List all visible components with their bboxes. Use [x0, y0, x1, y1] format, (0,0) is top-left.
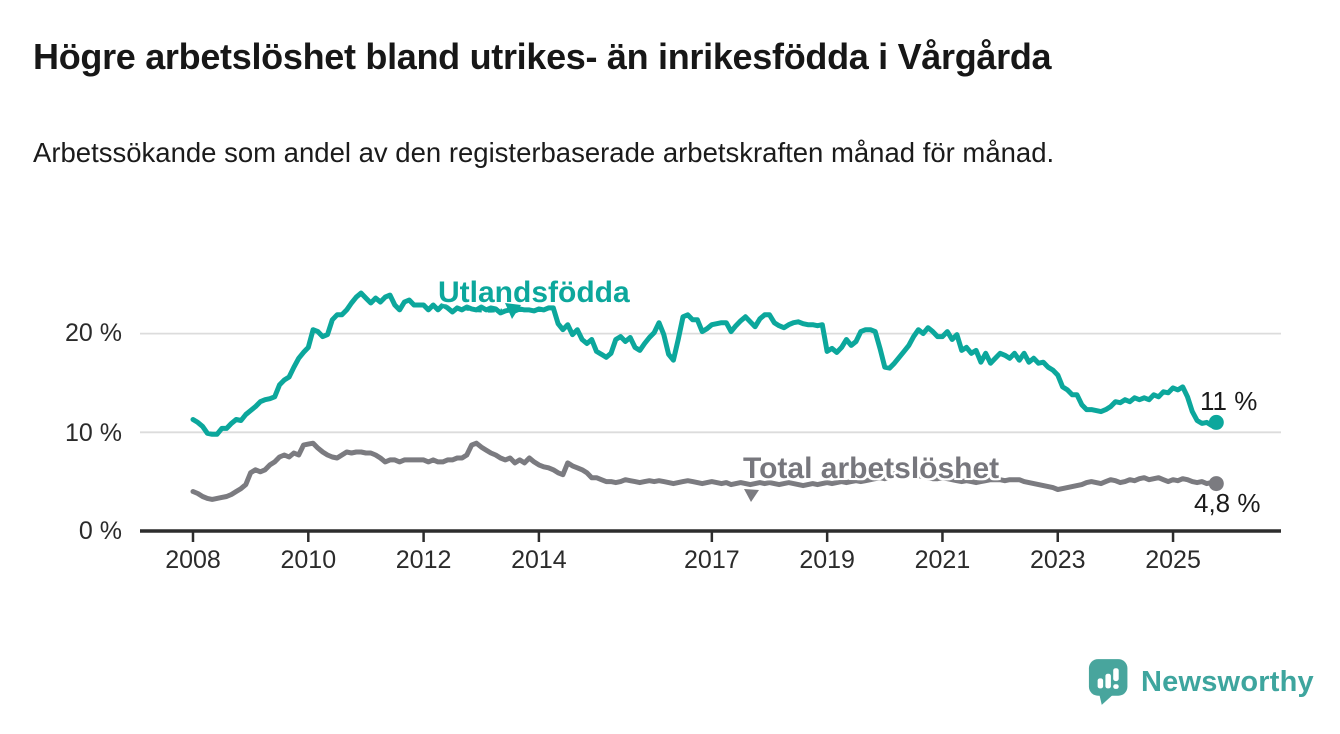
- series-label-utlandsfodda: Utlandsfödda: [438, 276, 630, 309]
- y-tick-label-0: 0 %: [78, 517, 122, 545]
- x-tick-label: 2023: [1029, 546, 1086, 574]
- series-label-total-arbetsloshet: Total arbetslöshet: [743, 452, 1000, 485]
- series-end-dot-0: [1208, 414, 1224, 430]
- x-tick-label: 2014: [511, 546, 567, 574]
- x-tick-label: 2010: [280, 546, 337, 574]
- end-value-total-arbetsloshet: 4,8 %: [1194, 488, 1261, 518]
- total-arrowhead: [744, 489, 759, 502]
- x-tick-label: 2008: [165, 546, 221, 574]
- x-tick-label: 2012: [395, 546, 452, 574]
- y-tick-label-10: 10 %: [65, 419, 122, 447]
- end-value-utlandsfodda: 11 %: [1200, 386, 1258, 416]
- series-line-0: [190, 290, 1219, 437]
- newsworthy-logo: Newsworthy: [1088, 656, 1314, 708]
- x-tick-label: 2017: [684, 546, 740, 574]
- x-tick-label: 2019: [799, 546, 855, 574]
- newsworthy-wordmark: Newsworthy: [1141, 665, 1314, 698]
- series-line-1: [190, 440, 1219, 502]
- y-tick-label-20: 20 %: [65, 319, 122, 347]
- x-tick-label: 2025: [1145, 546, 1201, 574]
- newsworthy-icon: [1088, 659, 1128, 705]
- chart-subtitle: Arbetssökande som andel av den registerb…: [33, 137, 1055, 168]
- x-tick-label: 2021: [914, 546, 971, 574]
- chart-title: Högre arbetslöshet bland utrikes- än inr…: [33, 36, 1052, 77]
